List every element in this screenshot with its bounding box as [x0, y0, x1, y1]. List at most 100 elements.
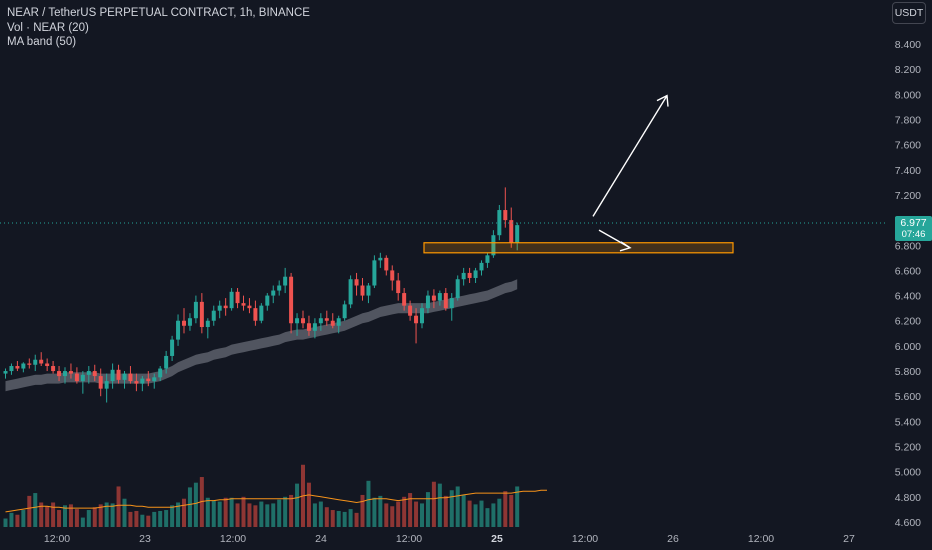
candle-body	[63, 371, 67, 377]
symbol-title[interactable]: NEAR / TetherUS PERPETUAL CONTRACT, 1h, …	[7, 7, 310, 19]
candle-body	[437, 293, 442, 301]
candle-body	[414, 315, 419, 324]
volume-bar	[271, 503, 276, 527]
candle-body	[509, 220, 514, 243]
y-tick-label: 7.800	[895, 114, 921, 126]
candle-body	[354, 279, 359, 286]
volume-bar	[128, 511, 133, 527]
y-tick-label: 8.200	[895, 64, 921, 76]
ma-band-indicator-label[interactable]: MA band (50)	[7, 36, 77, 48]
candle-body	[402, 293, 407, 306]
volume-bar	[509, 494, 514, 527]
candle-body	[140, 378, 145, 384]
candle-body	[449, 298, 454, 309]
volume-bar	[86, 510, 91, 527]
x-tick-label: 12:00	[572, 533, 598, 545]
y-tick-label: 7.400	[895, 165, 921, 177]
candle-body	[27, 363, 32, 365]
candle-body	[110, 369, 115, 382]
last-price-badge: 6.977 07:46	[895, 215, 932, 241]
candle-body	[235, 291, 240, 304]
candle-body	[473, 270, 478, 278]
candle-body	[176, 320, 181, 340]
volume-indicator-label[interactable]: Vol · NEAR (20)	[7, 21, 89, 34]
candle-body	[128, 373, 133, 382]
candle-body	[455, 279, 460, 299]
candlesticks	[3, 187, 520, 403]
candle-body	[193, 301, 198, 319]
volume-bar	[199, 477, 204, 527]
candle-body	[223, 305, 228, 309]
volume-bar	[45, 506, 50, 527]
volume-bar	[431, 481, 436, 527]
candle-body	[330, 320, 335, 326]
arrow-up-line[interactable]	[592, 95, 668, 217]
volume-bar	[27, 495, 32, 527]
candle-body	[211, 310, 216, 321]
volume-bar	[98, 504, 103, 527]
x-tick-label: 12:00	[748, 533, 774, 545]
candle-body	[146, 378, 151, 382]
candle-body	[318, 318, 323, 324]
volume-bar	[390, 506, 395, 527]
candle-body	[348, 279, 353, 305]
volume-bar	[80, 517, 85, 527]
candle-body	[253, 308, 258, 321]
volume-bar	[223, 497, 228, 527]
volume-bar	[63, 505, 67, 527]
volume-bar	[384, 503, 389, 527]
volume-bar	[455, 486, 460, 527]
volume-bar	[372, 497, 377, 527]
volume-bar	[491, 503, 496, 527]
volume-bar	[92, 507, 97, 527]
axes: 8.4008.2008.0007.8007.6007.4007.2007.000…	[0, 39, 921, 545]
y-tick-label: 8.000	[895, 89, 921, 101]
volume-bar	[152, 511, 157, 527]
volume-bar	[360, 494, 365, 527]
candle-body	[289, 276, 294, 324]
volume-bar	[461, 494, 466, 527]
volume-bar	[485, 508, 490, 527]
candle-body	[306, 323, 311, 331]
y-tick-label: 4.600	[895, 517, 921, 529]
ma-band-fill	[5, 279, 518, 392]
volume-bar	[193, 482, 198, 527]
arrow-down-head	[619, 241, 632, 252]
y-tick-label: 5.200	[895, 442, 921, 454]
volume-bar	[503, 491, 508, 527]
candle-body	[3, 371, 8, 374]
support-zone-rectangle[interactable]	[423, 242, 734, 254]
y-tick-label: 4.800	[895, 492, 921, 504]
volume-bar	[259, 501, 264, 527]
volume-bar	[515, 486, 520, 527]
volume-bar	[187, 487, 192, 527]
candle-body	[39, 359, 44, 364]
candle-body	[45, 363, 50, 367]
candle-body	[86, 371, 91, 375]
volume-bar	[277, 499, 282, 527]
volume-bar	[140, 514, 145, 527]
chart-legend: NEAR / TetherUS PERPETUAL CONTRACT, 1h, …	[7, 6, 310, 50]
volume-bar	[15, 514, 20, 527]
candle-body	[134, 381, 139, 384]
volume-bar	[247, 503, 252, 527]
currency-button[interactable]: USDT	[892, 2, 926, 24]
candle-body	[491, 235, 496, 256]
y-tick-label: 5.000	[895, 467, 921, 479]
volume-bar	[425, 492, 430, 527]
volume-bar	[312, 503, 317, 527]
candle-body	[182, 320, 186, 326]
volume-bar	[336, 510, 341, 527]
drawing-annotations[interactable]	[423, 94, 734, 254]
volume-bar	[211, 500, 216, 527]
candle-body	[98, 376, 103, 389]
candle-body	[259, 305, 264, 321]
candle-body	[277, 285, 282, 291]
candle-body	[265, 295, 270, 306]
ma-band	[5, 279, 518, 392]
candle-body	[74, 373, 79, 382]
candle-body	[342, 304, 347, 319]
candle-body	[205, 320, 210, 328]
volume-bar	[104, 502, 109, 527]
